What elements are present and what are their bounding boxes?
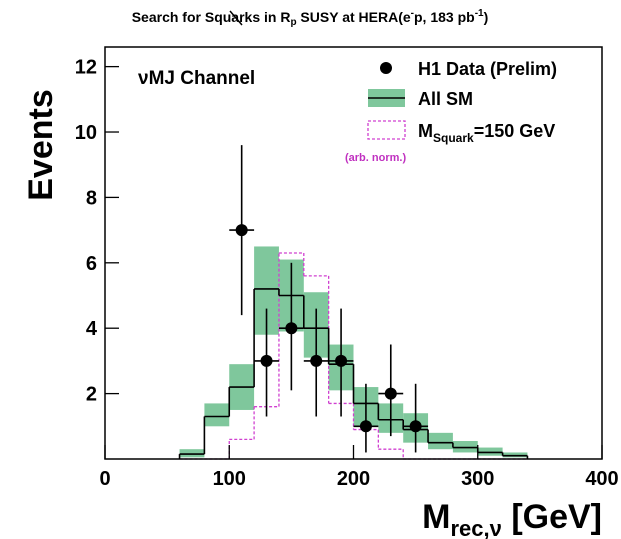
title-part: - <box>411 8 414 19</box>
xlabel-part: [GeV] <box>502 498 602 536</box>
data-point <box>310 354 323 367</box>
sm-band <box>477 447 503 456</box>
legend-part: M <box>418 121 433 141</box>
x-tick-label: 100 <box>213 468 246 490</box>
title-part: ) <box>484 9 489 25</box>
data-point <box>260 354 273 367</box>
y-tick-label: 6 <box>86 253 97 275</box>
title-part: p <box>290 17 296 28</box>
xlabel-part: M <box>422 498 450 536</box>
title-part: p, 183 pb <box>414 9 475 25</box>
legend: H1 Data (Prelim) All SM MSquark=150 GeV <box>367 59 557 145</box>
y-axis-label: Events <box>22 89 60 201</box>
data-point <box>359 420 372 433</box>
sm-band <box>179 449 205 458</box>
legend-marker <box>380 62 392 74</box>
y-tick-label: 8 <box>86 187 97 209</box>
data-point <box>409 420 422 433</box>
slash <box>229 10 243 26</box>
legend-label: All SM <box>418 89 473 109</box>
data-point <box>285 322 298 335</box>
xlabel-part: rec,ν <box>450 516 501 539</box>
y-tick-label: 10 <box>75 122 97 144</box>
legend-label: H1 Data (Prelim) <box>418 59 557 79</box>
y-tick-label: 2 <box>86 384 97 406</box>
x-tick-label: 400 <box>585 468 618 490</box>
legend-swatch <box>367 120 406 140</box>
x-tick-label: 200 <box>337 468 370 490</box>
title-part: -1 <box>475 8 484 19</box>
y-tick-label: 4 <box>86 318 98 340</box>
sm-band <box>502 452 528 458</box>
plot-area <box>178 145 529 460</box>
sm-band <box>428 432 453 450</box>
title-part: Search for Squarks in R <box>132 9 291 25</box>
data-point <box>384 387 397 400</box>
legend-label: MSquark=150 GeV <box>418 121 555 145</box>
data-point <box>335 354 348 367</box>
title-part: SUSY at HERA(e <box>297 9 411 25</box>
data-point <box>235 224 248 237</box>
x-tick-label: 300 <box>461 468 494 490</box>
channel-label: νMJ Channel <box>138 68 255 89</box>
sm-band <box>204 403 230 427</box>
legend-part: Squark <box>433 131 474 145</box>
x-axis-label: Mrec,ν [GeV] <box>422 498 602 539</box>
y-tick-label: 12 <box>75 57 97 79</box>
legend-part: =150 GeV <box>474 121 556 141</box>
x-tick-label: 0 <box>99 468 110 490</box>
chart-title: Search for Squarks in Rp SUSY at HERA(e-… <box>132 8 489 28</box>
sm-band <box>452 441 478 453</box>
norm-note: (arb. norm.) <box>345 152 406 164</box>
